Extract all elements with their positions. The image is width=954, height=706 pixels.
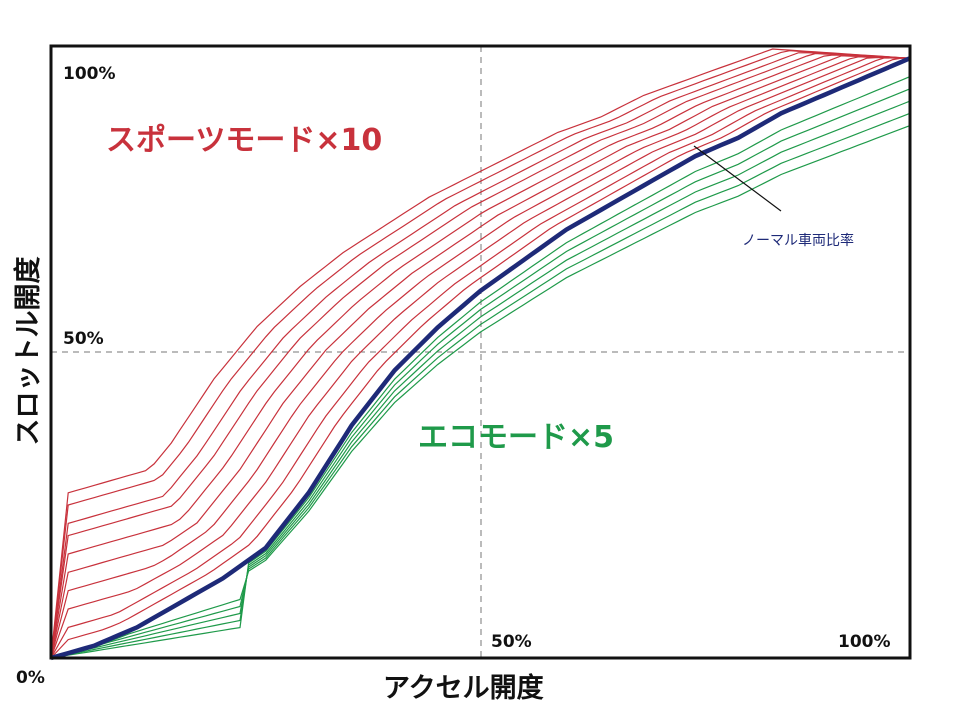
y-axis-title: スロットル開度 [12, 257, 44, 446]
eco-curve-3 [50, 100, 911, 659]
x-tick-0: 0% [16, 668, 45, 688]
sport-curve-1 [50, 57, 910, 659]
eco-curve-1 [50, 76, 911, 659]
eco-curve-4 [50, 112, 911, 659]
x-axis-title: アクセル開度 [383, 672, 544, 704]
sport-curve-5 [50, 55, 911, 659]
sport-curve-10 [50, 48, 911, 659]
x-tick-100: 100% [838, 632, 891, 652]
sport-curve-2 [50, 57, 911, 659]
sport-curve-7 [50, 52, 911, 659]
grid-lines [51, 46, 910, 658]
sport-curve-8 [50, 51, 911, 659]
normal-curve-0 [50, 56, 911, 661]
normal-curve-label: ノーマル車両比率 [742, 232, 854, 249]
y-tick-100: 100% [63, 64, 116, 84]
eco-curve-5 [50, 125, 911, 659]
sport-curve-9 [50, 50, 911, 659]
plot-frame [49, 44, 912, 660]
sport-curve-4 [50, 56, 911, 659]
sport-curve-3 [50, 56, 911, 659]
sport-curve-6 [50, 54, 911, 659]
y-tick-50: 50% [63, 329, 104, 349]
curve-group [50, 48, 911, 661]
x-tick-50: 50% [491, 632, 532, 652]
eco-curve-2 [50, 88, 911, 659]
eco-mode-label: エコモード×5 [418, 420, 614, 455]
sport-mode-label: スポーツモード×10 [106, 123, 382, 158]
normal-callout-line [693, 145, 782, 212]
